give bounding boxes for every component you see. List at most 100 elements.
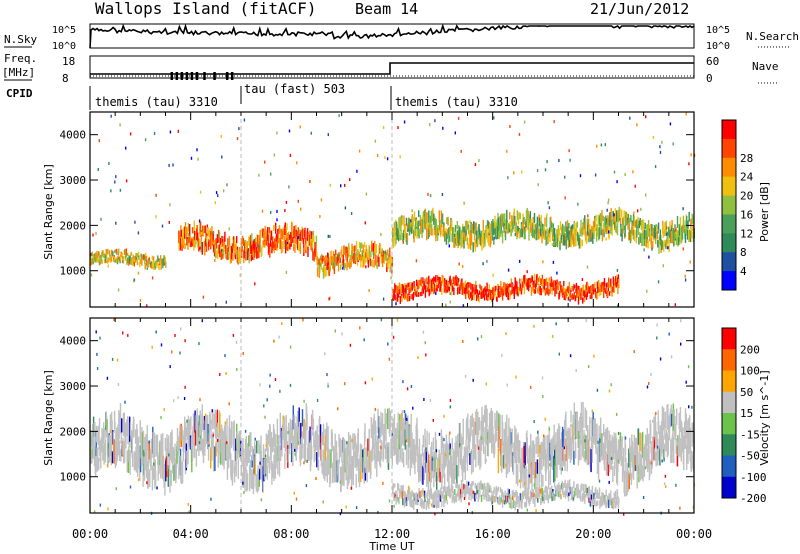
heatmap-cell xyxy=(463,455,465,471)
heatmap-cell xyxy=(360,455,362,472)
heatmap-cell xyxy=(148,440,150,444)
heatmap-cell xyxy=(439,494,442,502)
heatmap-cell xyxy=(122,437,124,455)
heatmap-cell xyxy=(297,237,299,251)
heatmap-cell xyxy=(561,442,563,469)
heatmap-cell xyxy=(353,246,356,257)
heatmap-cell xyxy=(247,451,249,464)
heatmap-cell xyxy=(593,224,596,236)
heatmap-cell xyxy=(392,227,394,238)
heatmap-cell xyxy=(410,499,413,508)
heatmap-cell xyxy=(605,215,607,226)
heatmap-cell xyxy=(635,220,637,228)
heatmap-cell xyxy=(268,227,271,234)
heatmap-cell xyxy=(497,486,500,492)
heatmap-cell xyxy=(627,471,630,490)
heatmap-cell xyxy=(687,418,690,436)
heatmap-cell xyxy=(602,442,604,460)
heatmap-cell xyxy=(509,493,511,500)
x-tick-label: 20:00 xyxy=(575,527,611,541)
heatmap-cell xyxy=(621,228,623,242)
heatmap-cell xyxy=(473,289,476,296)
heatmap-cell xyxy=(687,365,690,369)
heatmap-cell xyxy=(359,326,361,330)
heatmap-cell xyxy=(129,422,132,436)
heatmap-cell xyxy=(419,215,422,221)
heatmap-cell xyxy=(406,283,409,288)
heatmap-cell xyxy=(668,227,671,239)
heatmap-cell xyxy=(519,493,522,501)
heatmap-cell xyxy=(489,497,492,502)
heatmap-cell xyxy=(533,483,535,487)
heatmap-cell xyxy=(114,180,116,184)
heatmap-cell xyxy=(163,408,165,412)
heatmap-cell xyxy=(210,239,212,250)
heatmap-cell xyxy=(155,262,157,267)
heatmap-cell xyxy=(294,448,296,452)
heatmap-cell xyxy=(315,244,317,257)
heatmap-cell xyxy=(167,438,169,455)
heatmap-cell xyxy=(440,490,443,500)
heatmap-cell xyxy=(172,447,174,462)
heatmap-cell xyxy=(291,229,294,242)
heatmap-cell xyxy=(623,512,625,516)
heatmap-cell xyxy=(435,495,437,503)
heatmap-cell xyxy=(452,276,455,284)
heatmap-cell xyxy=(687,220,689,229)
heatmap-cell xyxy=(361,242,363,249)
heatmap-cell xyxy=(276,237,279,248)
heatmap-cell xyxy=(360,462,362,483)
heatmap-cell xyxy=(607,454,609,476)
heatmap-cell xyxy=(629,450,631,475)
heatmap-cell xyxy=(280,242,283,254)
heatmap-cell xyxy=(545,215,548,228)
heatmap-cell xyxy=(100,252,103,258)
heatmap-cell xyxy=(202,231,204,237)
heatmap-cell xyxy=(216,250,218,258)
heatmap-cell xyxy=(157,255,159,262)
heatmap-cell xyxy=(348,245,350,257)
heatmap-cell xyxy=(179,440,181,444)
heatmap-cell xyxy=(429,460,431,472)
heatmap-cell xyxy=(592,492,594,501)
heatmap-cell xyxy=(371,423,373,438)
heatmap-cell xyxy=(480,482,482,490)
heatmap-cell xyxy=(201,404,203,430)
heatmap-cell xyxy=(423,209,426,217)
heatmap-cell xyxy=(258,246,260,258)
heatmap-cell xyxy=(640,220,643,230)
heatmap-cell xyxy=(436,472,438,490)
heatmap-cell xyxy=(561,293,564,298)
heatmap-cell xyxy=(473,435,476,460)
heatmap-cell xyxy=(596,501,598,507)
heatmap-cell xyxy=(137,478,140,482)
heatmap-cell xyxy=(244,429,247,433)
heatmap-cell xyxy=(321,432,323,444)
heatmap-cell xyxy=(274,244,276,250)
heatmap-cell xyxy=(173,399,175,403)
heatmap-cell xyxy=(613,432,615,454)
heatmap-cell xyxy=(470,491,472,501)
heatmap-cell xyxy=(370,251,372,258)
heatmap-cell xyxy=(421,463,423,481)
heatmap-cell xyxy=(276,445,278,457)
heatmap-cell xyxy=(351,439,353,443)
heatmap-cell xyxy=(429,225,431,236)
heatmap-cell xyxy=(298,421,301,439)
heatmap-cell xyxy=(107,507,109,511)
heatmap-cell xyxy=(470,294,473,301)
heatmap-cell xyxy=(670,355,673,359)
heatmap-cell xyxy=(656,445,659,449)
heatmap-cell xyxy=(605,237,607,241)
heatmap-cell xyxy=(429,123,431,127)
heatmap-cell xyxy=(347,247,349,258)
heatmap-cell xyxy=(181,236,183,248)
heatmap-cell xyxy=(686,445,688,470)
heatmap-cell xyxy=(224,421,227,425)
heatmap-cell xyxy=(418,292,420,297)
heatmap-cell xyxy=(472,490,475,494)
heatmap-cell xyxy=(368,289,370,293)
heatmap-cell xyxy=(405,420,407,441)
heatmap-cell xyxy=(634,229,636,242)
